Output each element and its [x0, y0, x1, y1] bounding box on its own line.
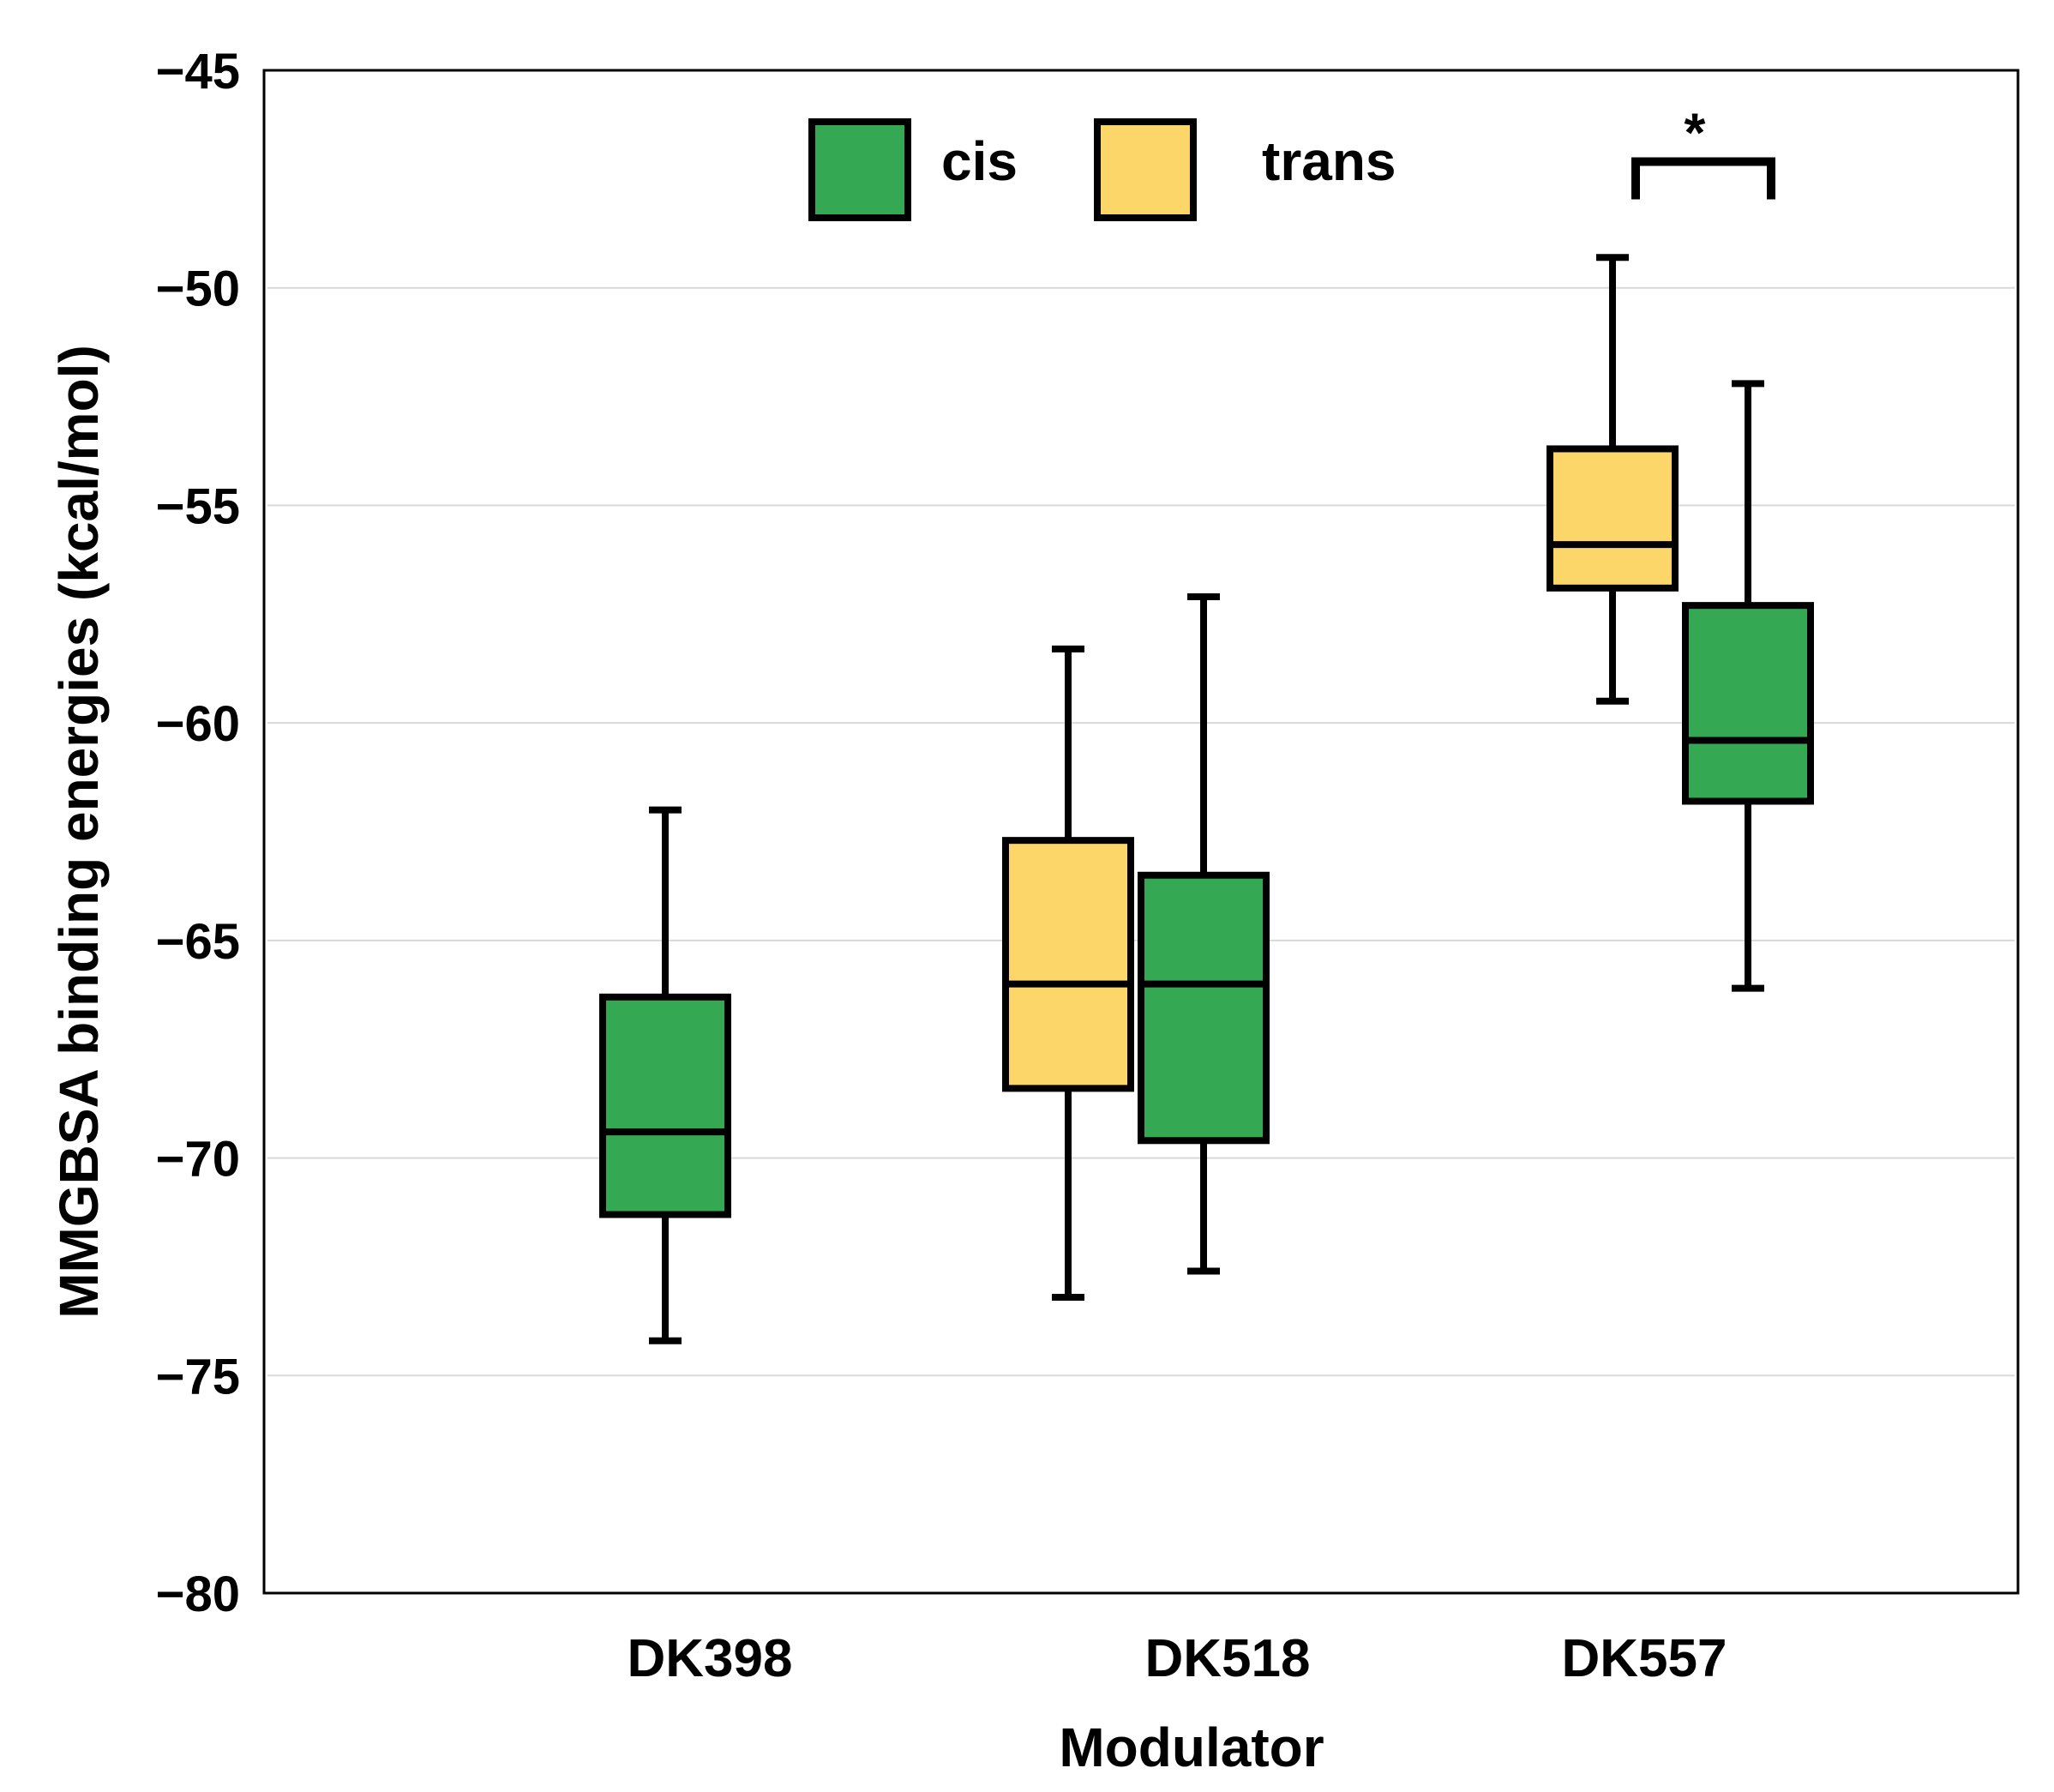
significance-star: *	[1685, 102, 1706, 164]
y-tick-label: −55	[156, 478, 240, 534]
box-cis-dk398	[599, 806, 731, 1344]
y-tick-label: −65	[156, 914, 240, 970]
x-axis-categories: DK398 DK518 DK557	[628, 1629, 1727, 1688]
box-iqr	[599, 993, 731, 1218]
significance-annotation: *	[1631, 102, 1775, 200]
y-tick-label: −45	[156, 44, 240, 99]
box-trans-dk518	[1002, 645, 1134, 1301]
box-iqr	[1002, 837, 1134, 1092]
y-axis-ticks: −45 −50 −55 −60 −65 −70 −75 −80	[156, 44, 240, 1622]
y-tick-label: −50	[156, 262, 240, 317]
legend-swatch-cis	[808, 118, 911, 221]
legend-swatch-trans	[1094, 118, 1197, 221]
legend-label-cis: cis	[941, 130, 1018, 192]
box-cis-dk557	[1682, 380, 1814, 992]
x-tick-label-dk398: DK398	[628, 1629, 793, 1688]
y-axis-title: MMGBSA binding energies (kcal/mol)	[48, 345, 110, 1319]
legend-label-trans: trans	[1262, 130, 1396, 192]
y-tick-label: −70	[156, 1132, 240, 1188]
y-tick-label: −60	[156, 696, 240, 752]
y-tick-label: −80	[156, 1566, 240, 1622]
x-axis-title: Modulator	[1059, 1717, 1324, 1778]
boxes	[599, 254, 1814, 1344]
y-tick-label: −75	[156, 1349, 240, 1404]
box-iqr	[1682, 602, 1814, 805]
box-cis-dk518	[1138, 592, 1270, 1275]
box-iqr	[1547, 445, 1679, 592]
plot-frame	[262, 69, 2020, 1595]
legend-item-cis: cis	[808, 118, 1018, 221]
x-tick-label-dk557: DK557	[1562, 1629, 1727, 1688]
x-tick-label-dk518: DK518	[1145, 1629, 1311, 1688]
significance-bracket	[1631, 157, 1775, 200]
legend-item-trans: trans	[1094, 118, 1396, 221]
legend: cis trans	[808, 118, 1396, 221]
box-trans-dk557	[1547, 254, 1679, 705]
box-iqr	[1138, 871, 1270, 1145]
